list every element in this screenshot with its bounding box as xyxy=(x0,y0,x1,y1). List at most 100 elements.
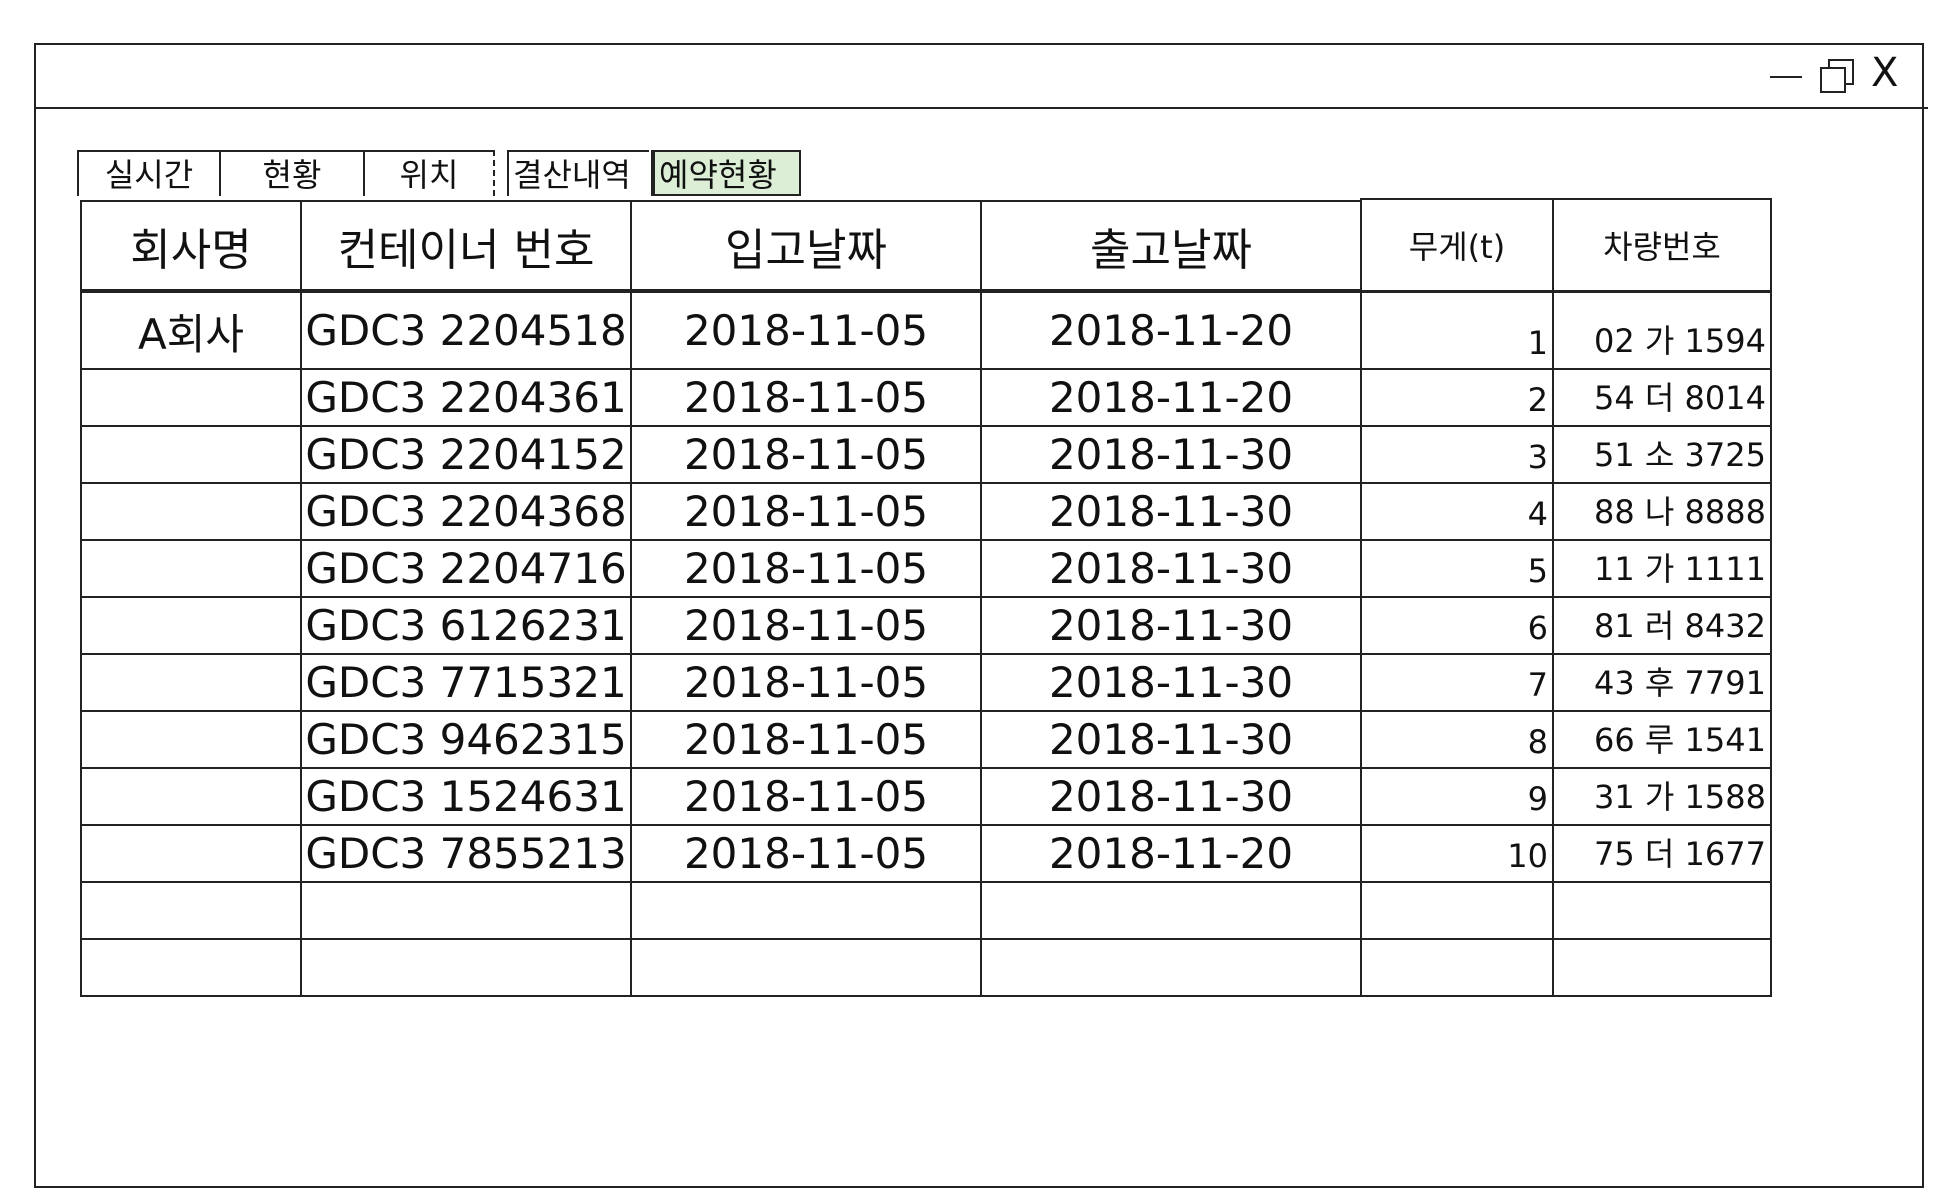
weight-cell: 10 xyxy=(1360,824,1554,883)
container-cell: GDC3 9462315 xyxy=(300,710,632,769)
header-container-number: 컨테이너 번호 xyxy=(300,200,632,293)
table-row[interactable]: 4 88 나 8888 xyxy=(1360,482,1772,541)
company-cell xyxy=(80,482,302,541)
weight-cell xyxy=(1360,881,1554,940)
table-row[interactable]: A회사 GDC3 2204518 2018-11-05 2018-11-20 xyxy=(80,290,1362,370)
in-date-cell: 2018-11-05 xyxy=(630,767,982,826)
table-row[interactable]: GDC3 6126231 2018-11-05 2018-11-30 xyxy=(80,596,1362,655)
out-date-cell: 2018-11-30 xyxy=(980,482,1362,541)
container-cell xyxy=(300,881,632,940)
vehicle-number-cell: 81 러 8432 xyxy=(1552,596,1772,655)
table-row[interactable]: 3 51 소 3725 xyxy=(1360,425,1772,484)
table-row[interactable]: 1 02 가 1594 xyxy=(1360,290,1772,370)
vehicle-number-cell: 88 나 8888 xyxy=(1552,482,1772,541)
tab-status[interactable]: 현황 xyxy=(221,150,365,196)
table-row[interactable]: GDC3 2204361 2018-11-05 2018-11-20 xyxy=(80,368,1362,427)
company-cell xyxy=(80,767,302,826)
header-company: 회사명 xyxy=(80,200,302,293)
out-date-cell: 2018-11-20 xyxy=(980,824,1362,883)
out-date-cell: 2018-11-30 xyxy=(980,710,1362,769)
table-row[interactable]: GDC3 7715321 2018-11-05 2018-11-30 xyxy=(80,653,1362,712)
table-row[interactable]: 8 66 루 1541 xyxy=(1360,710,1772,769)
in-date-cell: 2018-11-05 xyxy=(630,482,982,541)
company-cell xyxy=(80,824,302,883)
in-date-cell xyxy=(630,881,982,940)
title-bar: X xyxy=(36,45,1928,109)
weight-cell: 3 xyxy=(1360,425,1554,484)
company-cell xyxy=(80,710,302,769)
vehicle-number-cell xyxy=(1552,881,1772,940)
out-date-cell: 2018-11-30 xyxy=(980,653,1362,712)
tab-realtime[interactable]: 실시간 xyxy=(77,150,221,196)
table-row[interactable]: 2 54 더 8014 xyxy=(1360,368,1772,427)
out-date-cell: 2018-11-30 xyxy=(980,539,1362,598)
company-cell xyxy=(80,596,302,655)
container-cell: GDC3 2204368 xyxy=(300,482,632,541)
tab-location[interactable]: 위치 xyxy=(365,150,495,196)
vehicle-number-cell: 54 더 8014 xyxy=(1552,368,1772,427)
company-cell xyxy=(80,938,302,997)
table-row[interactable] xyxy=(80,938,1362,997)
vehicle-number-cell: 75 더 1677 xyxy=(1552,824,1772,883)
table-row[interactable]: GDC3 7855213 2018-11-05 2018-11-20 xyxy=(80,824,1362,883)
out-date-cell xyxy=(980,938,1362,997)
table-row[interactable] xyxy=(1360,938,1772,997)
weight-cell: 6 xyxy=(1360,596,1554,655)
table-row[interactable]: 7 43 후 7791 xyxy=(1360,653,1772,712)
weight-cell: 2 xyxy=(1360,368,1554,427)
company-cell xyxy=(80,425,302,484)
vehicle-number-cell: 02 가 1594 xyxy=(1552,290,1772,370)
table-row[interactable] xyxy=(80,881,1362,940)
restore-icon[interactable] xyxy=(1818,53,1858,93)
company-cell xyxy=(80,653,302,712)
app-window: X xyxy=(34,43,1928,1188)
out-date-cell: 2018-11-20 xyxy=(980,290,1362,370)
container-cell: GDC3 6126231 xyxy=(300,596,632,655)
table-row[interactable] xyxy=(1360,881,1772,940)
weight-cell: 7 xyxy=(1360,653,1554,712)
table-row[interactable]: 9 31 가 1588 xyxy=(1360,767,1772,826)
container-cell xyxy=(300,938,632,997)
table-row[interactable]: 6 81 러 8432 xyxy=(1360,596,1772,655)
out-date-cell: 2018-11-30 xyxy=(980,596,1362,655)
container-cell: GDC3 2204152 xyxy=(300,425,632,484)
vehicle-number-cell: 11 가 1111 xyxy=(1552,539,1772,598)
container-cell: GDC3 2204361 xyxy=(300,368,632,427)
company-cell: A회사 xyxy=(80,290,302,370)
header-weight: 무게(t) xyxy=(1360,198,1554,293)
table-row[interactable]: GDC3 9462315 2018-11-05 2018-11-30 xyxy=(80,710,1362,769)
in-date-cell: 2018-11-05 xyxy=(630,425,982,484)
vehicle-number-cell: 66 루 1541 xyxy=(1552,710,1772,769)
weight-cell: 9 xyxy=(1360,767,1554,826)
header-in-date: 입고날짜 xyxy=(630,200,982,293)
container-cell: GDC3 1524631 xyxy=(300,767,632,826)
minimize-icon[interactable] xyxy=(1770,53,1806,93)
table-row[interactable]: GDC3 1524631 2018-11-05 2018-11-30 xyxy=(80,767,1362,826)
vehicle-number-cell: 43 후 7791 xyxy=(1552,653,1772,712)
table-row[interactable]: GDC3 2204716 2018-11-05 2018-11-30 xyxy=(80,539,1362,598)
weight-cell: 4 xyxy=(1360,482,1554,541)
weight-cell: 5 xyxy=(1360,539,1554,598)
in-date-cell xyxy=(630,938,982,997)
company-cell xyxy=(80,881,302,940)
table-header-row: 무게(t) 차량번호 xyxy=(1360,198,1772,293)
table-row[interactable]: 10 75 더 1677 xyxy=(1360,824,1772,883)
vehicle-number-cell: 31 가 1588 xyxy=(1552,767,1772,826)
table-row[interactable]: GDC3 2204152 2018-11-05 2018-11-30 xyxy=(80,425,1362,484)
table-row[interactable]: GDC3 2204368 2018-11-05 2018-11-30 xyxy=(80,482,1362,541)
vehicle-number-cell: 51 소 3725 xyxy=(1552,425,1772,484)
in-date-cell: 2018-11-05 xyxy=(630,539,982,598)
in-date-cell: 2018-11-05 xyxy=(630,710,982,769)
table-row[interactable]: 5 11 가 1111 xyxy=(1360,539,1772,598)
in-date-cell: 2018-11-05 xyxy=(630,596,982,655)
out-date-cell: 2018-11-30 xyxy=(980,767,1362,826)
close-icon[interactable]: X xyxy=(1871,50,1899,96)
in-date-cell: 2018-11-05 xyxy=(630,824,982,883)
tab-reservation[interactable]: 예약현황 xyxy=(651,150,801,196)
header-out-date: 출고날짜 xyxy=(980,200,1362,293)
weight-cell: 8 xyxy=(1360,710,1554,769)
out-date-cell: 2018-11-30 xyxy=(980,425,1362,484)
container-cell: GDC3 2204716 xyxy=(300,539,632,598)
tab-settlement[interactable]: 결산내역 xyxy=(507,150,649,196)
weight-cell xyxy=(1360,938,1554,997)
